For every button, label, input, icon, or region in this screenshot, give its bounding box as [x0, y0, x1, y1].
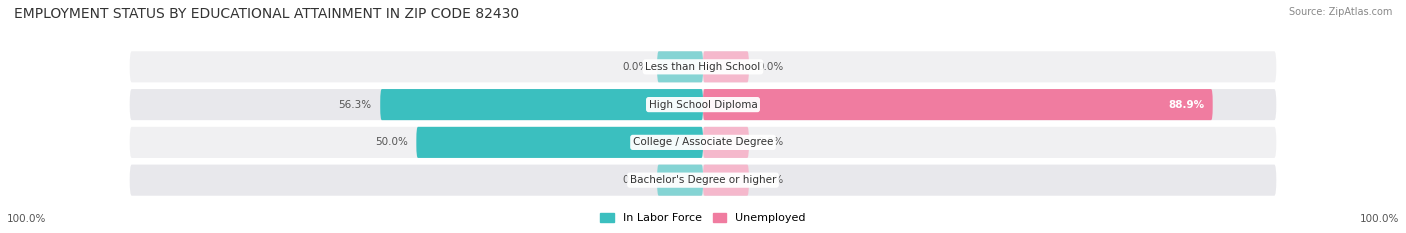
FancyBboxPatch shape	[129, 164, 1277, 196]
Text: 0.0%: 0.0%	[623, 62, 648, 72]
Text: 0.0%: 0.0%	[758, 137, 783, 147]
Text: 0.0%: 0.0%	[623, 175, 648, 185]
Text: College / Associate Degree: College / Associate Degree	[633, 137, 773, 147]
Legend: In Labor Force, Unemployed: In Labor Force, Unemployed	[596, 208, 810, 227]
FancyBboxPatch shape	[703, 127, 749, 158]
Text: 100.0%: 100.0%	[1360, 214, 1399, 224]
FancyBboxPatch shape	[703, 51, 749, 82]
Text: High School Diploma: High School Diploma	[648, 99, 758, 110]
Text: 50.0%: 50.0%	[375, 137, 408, 147]
Text: 100.0%: 100.0%	[7, 214, 46, 224]
FancyBboxPatch shape	[657, 51, 703, 82]
FancyBboxPatch shape	[129, 51, 1277, 82]
FancyBboxPatch shape	[129, 127, 1277, 158]
FancyBboxPatch shape	[657, 164, 703, 196]
FancyBboxPatch shape	[380, 89, 703, 120]
Text: EMPLOYMENT STATUS BY EDUCATIONAL ATTAINMENT IN ZIP CODE 82430: EMPLOYMENT STATUS BY EDUCATIONAL ATTAINM…	[14, 7, 519, 21]
Text: Less than High School: Less than High School	[645, 62, 761, 72]
Text: 0.0%: 0.0%	[758, 62, 783, 72]
FancyBboxPatch shape	[129, 89, 1277, 120]
Text: Bachelor's Degree or higher: Bachelor's Degree or higher	[630, 175, 776, 185]
Text: 0.0%: 0.0%	[758, 175, 783, 185]
Text: 56.3%: 56.3%	[339, 99, 371, 110]
Text: 88.9%: 88.9%	[1168, 99, 1204, 110]
FancyBboxPatch shape	[416, 127, 703, 158]
Text: Source: ZipAtlas.com: Source: ZipAtlas.com	[1288, 7, 1392, 17]
FancyBboxPatch shape	[703, 164, 749, 196]
FancyBboxPatch shape	[703, 89, 1213, 120]
